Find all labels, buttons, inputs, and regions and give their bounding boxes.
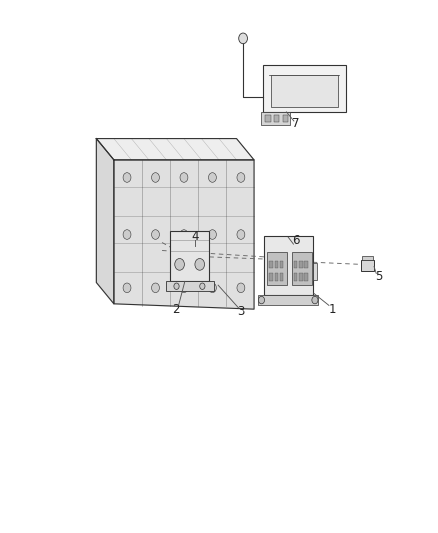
Text: 5: 5	[376, 270, 383, 282]
Text: 2: 2	[172, 303, 180, 316]
Circle shape	[123, 173, 131, 182]
Bar	[280, 261, 283, 268]
Bar	[299, 273, 303, 281]
Bar	[304, 261, 308, 268]
Circle shape	[239, 33, 247, 44]
Bar	[258, 295, 318, 305]
Circle shape	[237, 283, 245, 293]
Text: 7: 7	[292, 117, 300, 130]
Bar	[265, 115, 271, 122]
Bar	[283, 115, 288, 122]
Bar	[313, 263, 317, 280]
Bar	[294, 261, 297, 268]
Polygon shape	[114, 160, 254, 309]
Circle shape	[152, 230, 159, 239]
Bar	[361, 260, 374, 271]
Bar	[166, 281, 214, 291]
Bar	[292, 252, 312, 285]
Bar	[264, 236, 313, 295]
Circle shape	[152, 283, 159, 293]
Text: 4: 4	[191, 230, 199, 243]
Text: 1: 1	[328, 303, 336, 316]
Text: 6: 6	[292, 235, 300, 247]
Bar	[170, 231, 209, 281]
Bar	[274, 115, 279, 122]
Bar	[362, 256, 373, 260]
Bar	[267, 252, 287, 285]
Circle shape	[123, 230, 131, 239]
Bar	[271, 75, 338, 107]
Bar	[275, 273, 278, 281]
Polygon shape	[96, 139, 254, 160]
Circle shape	[208, 283, 216, 293]
Circle shape	[152, 173, 159, 182]
Circle shape	[180, 173, 188, 182]
Bar	[261, 112, 290, 125]
Bar	[263, 65, 346, 112]
Circle shape	[200, 283, 205, 289]
Circle shape	[237, 230, 245, 239]
Bar	[269, 273, 273, 281]
Circle shape	[180, 283, 188, 293]
Bar	[304, 273, 308, 281]
Bar	[294, 273, 297, 281]
Circle shape	[258, 296, 265, 304]
Polygon shape	[96, 139, 114, 304]
Circle shape	[195, 259, 205, 270]
Text: 3: 3	[237, 305, 244, 318]
Circle shape	[174, 283, 179, 289]
Circle shape	[312, 296, 318, 304]
Circle shape	[123, 283, 131, 293]
Circle shape	[208, 230, 216, 239]
Circle shape	[180, 230, 188, 239]
Bar	[269, 261, 273, 268]
Circle shape	[208, 173, 216, 182]
Circle shape	[237, 173, 245, 182]
Bar	[275, 261, 278, 268]
Bar	[280, 273, 283, 281]
Bar	[299, 261, 303, 268]
Circle shape	[175, 259, 184, 270]
